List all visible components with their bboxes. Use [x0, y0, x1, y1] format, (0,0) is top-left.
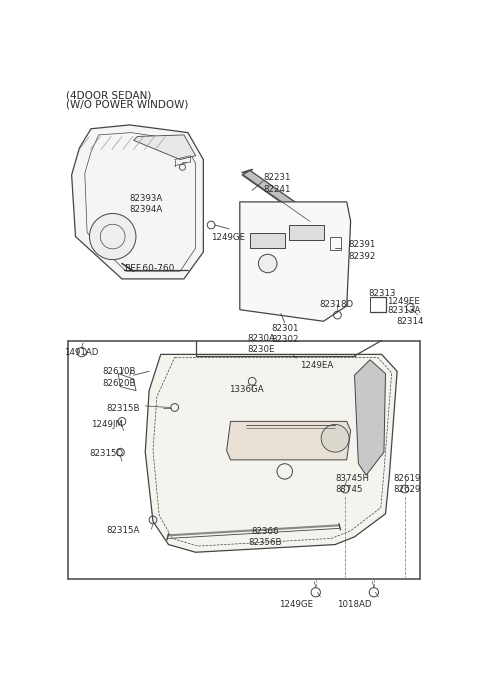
Circle shape [89, 213, 136, 259]
Text: 8230A
8230E: 8230A 8230E [248, 334, 276, 354]
Text: 1249EE: 1249EE [387, 297, 420, 305]
Text: (4DOOR SEDAN): (4DOOR SEDAN) [66, 90, 152, 100]
Polygon shape [240, 202, 350, 321]
Text: 82315A: 82315A [107, 526, 140, 535]
Text: 1249GE: 1249GE [279, 600, 313, 609]
Text: 83745H
83745: 83745H 83745 [335, 474, 369, 494]
Text: 82315B: 82315B [107, 405, 140, 413]
Text: 1249GE: 1249GE [211, 233, 245, 242]
Text: 82313A: 82313A [387, 306, 420, 315]
Text: 82391
82392: 82391 82392 [348, 240, 376, 261]
Text: 82619
82629: 82619 82629 [393, 474, 420, 494]
Text: 82315D: 82315D [89, 449, 123, 458]
Text: 1491AD: 1491AD [64, 348, 98, 357]
Polygon shape [72, 125, 204, 279]
Polygon shape [227, 421, 350, 460]
Text: (W/O POWER WINDOW): (W/O POWER WINDOW) [66, 100, 189, 109]
Text: 82393A
82394A: 82393A 82394A [130, 194, 163, 214]
Text: 1249JM: 1249JM [91, 420, 123, 429]
Polygon shape [242, 171, 316, 221]
Text: 82366
82356B: 82366 82356B [249, 527, 282, 547]
Text: 1336GA: 1336GA [229, 385, 264, 394]
Polygon shape [355, 360, 385, 475]
Text: 82301
82302: 82301 82302 [271, 323, 299, 344]
Text: 1249EA: 1249EA [300, 361, 334, 370]
Polygon shape [288, 225, 324, 240]
Polygon shape [133, 135, 196, 160]
Text: 82231
82241: 82231 82241 [263, 173, 290, 193]
Circle shape [321, 424, 349, 452]
Text: 82313: 82313 [369, 289, 396, 298]
Text: REF.60-760: REF.60-760 [124, 264, 175, 272]
Polygon shape [250, 233, 285, 248]
Text: 82314: 82314 [396, 317, 424, 326]
Text: 82610B
82620B: 82610B 82620B [103, 367, 136, 387]
Polygon shape [145, 354, 397, 552]
Circle shape [258, 255, 277, 272]
Text: 1018AD: 1018AD [337, 600, 372, 609]
Text: 82318D: 82318D [320, 300, 354, 309]
